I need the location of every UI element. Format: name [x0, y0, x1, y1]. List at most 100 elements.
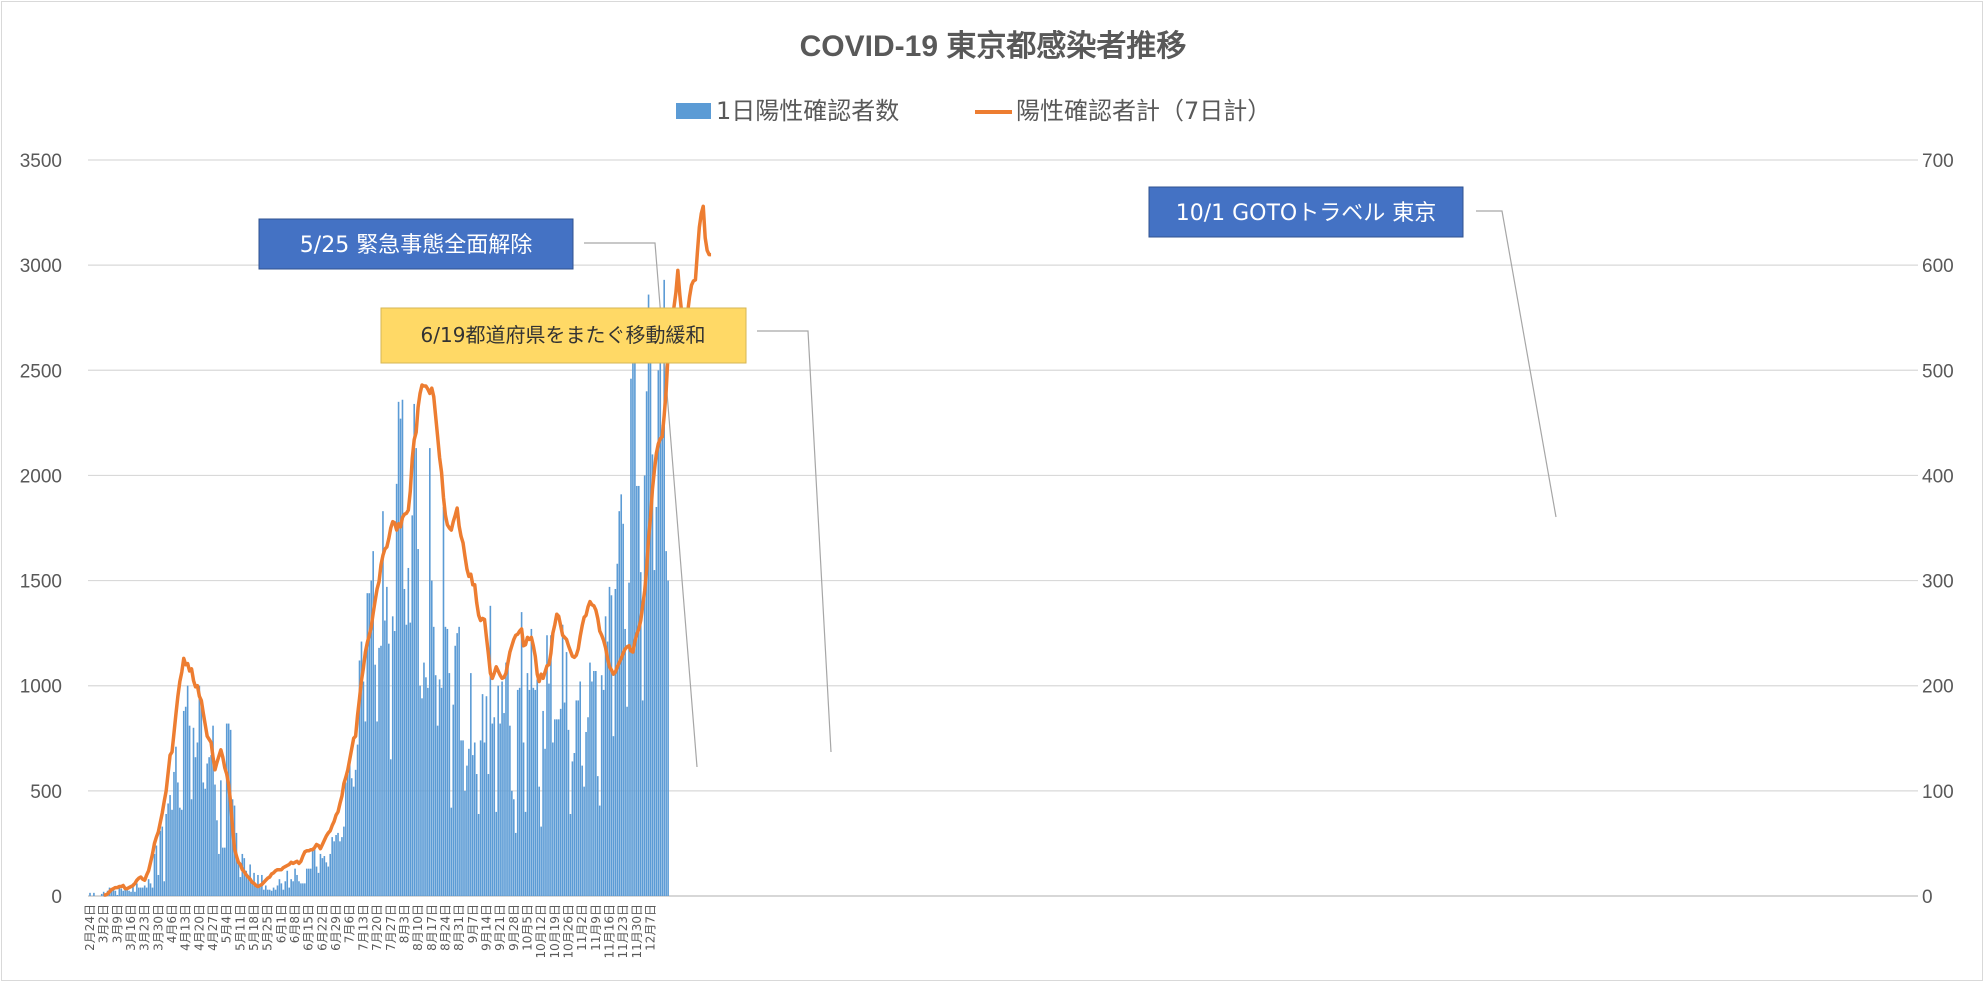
- bar: [268, 889, 271, 896]
- bar: [491, 723, 494, 896]
- bar: [208, 757, 210, 896]
- bar: [147, 879, 150, 896]
- bar: [255, 885, 257, 896]
- bar: [665, 551, 667, 896]
- bar: [241, 853, 244, 896]
- x-tick-label: 9月21日: [493, 904, 507, 951]
- bar: [661, 424, 664, 896]
- bar: [149, 883, 152, 896]
- y-right-tick: 0: [1922, 887, 1933, 908]
- bar: [583, 786, 585, 896]
- bar: [395, 483, 398, 896]
- bar: [401, 399, 404, 896]
- bar: [163, 881, 166, 896]
- bar: [427, 687, 429, 896]
- x-tick-label: 4月27日: [206, 904, 220, 951]
- bar: [222, 847, 224, 896]
- bar: [468, 748, 470, 896]
- bar: [358, 660, 361, 896]
- bar: [333, 841, 335, 896]
- bar: [198, 685, 201, 896]
- bar: [214, 784, 216, 896]
- bar: [89, 892, 91, 896]
- bar: [356, 744, 359, 896]
- bar: [165, 813, 167, 896]
- gridlines: [88, 159, 1918, 897]
- bar: [352, 786, 355, 896]
- bar: [501, 681, 503, 896]
- bar: [557, 719, 560, 896]
- annotation-text: 10/1 GOTOトラベル 東京: [1176, 201, 1437, 226]
- legend-bar-label: 1日陽性確認者数: [716, 97, 899, 125]
- bar: [507, 666, 509, 896]
- bar: [130, 891, 132, 896]
- bar: [530, 628, 533, 896]
- annotation-emergency-lifted: 5/25 緊急事態全面解除: [258, 218, 574, 270]
- x-tick-label: 9月28日: [507, 904, 521, 951]
- bar: [413, 403, 415, 896]
- legend: 1日陽性確認者数 陽性確認者計（7日計）: [676, 97, 1271, 125]
- bar: [429, 448, 431, 896]
- bar: [614, 588, 617, 896]
- bar: [368, 593, 371, 896]
- bar: [473, 742, 476, 896]
- bar: [309, 868, 312, 896]
- bar: [569, 813, 572, 896]
- y-right-tick: 500: [1922, 361, 1954, 382]
- y-left-tick: 3000: [20, 256, 62, 277]
- bar: [567, 729, 570, 896]
- x-tick-label: 3月9日: [110, 904, 124, 943]
- bar: [372, 551, 374, 896]
- bar: [138, 887, 140, 896]
- bar: [378, 647, 380, 896]
- bar: [460, 740, 462, 896]
- bar: [462, 740, 464, 896]
- bar: [151, 887, 154, 896]
- bar: [518, 687, 521, 896]
- annotation-text: 6/19都道府県をまたぐ移動緩和: [421, 323, 706, 347]
- x-tick-label: 3月2日: [97, 904, 111, 943]
- bar: [511, 790, 513, 896]
- bar: [128, 890, 130, 896]
- bar: [561, 624, 564, 896]
- x-tick-label: 5月25日: [261, 904, 275, 951]
- bar: [220, 780, 222, 896]
- line-series-7day: [103, 204, 712, 897]
- bar: [513, 799, 515, 896]
- bar: [423, 662, 425, 896]
- bar: [456, 633, 458, 896]
- bar: [606, 641, 609, 896]
- bar: [524, 811, 527, 896]
- bar: [464, 790, 466, 896]
- bar: [651, 454, 654, 896]
- bar: [223, 847, 226, 896]
- bar: [179, 807, 181, 896]
- bar: [343, 826, 345, 896]
- bar: [212, 725, 214, 896]
- bar: [419, 685, 421, 896]
- x-tick-label: 8月3日: [397, 904, 411, 943]
- y-left-tick: 1000: [20, 677, 62, 698]
- bar: [475, 774, 478, 896]
- bar: [259, 885, 261, 896]
- bar: [200, 706, 203, 896]
- bar: [585, 731, 587, 896]
- x-tick-label: 12月7日: [644, 904, 658, 951]
- bar: [399, 418, 402, 896]
- annotation-leader: [584, 242, 698, 768]
- bar: [376, 721, 378, 896]
- x-tick-label: 4月13日: [179, 904, 193, 951]
- x-tick-label: 8月17日: [425, 904, 439, 951]
- bar: [612, 736, 615, 896]
- x-tick-label: 7月27日: [384, 904, 398, 951]
- bar: [112, 887, 115, 896]
- bar: [471, 755, 474, 896]
- bar: [405, 624, 408, 896]
- bar: [167, 803, 169, 896]
- x-tick-label: 7月13日: [356, 904, 370, 951]
- bar: [430, 580, 433, 896]
- bar: [296, 874, 298, 896]
- bar: [175, 746, 177, 896]
- bar: [329, 853, 332, 896]
- bar: [448, 673, 451, 896]
